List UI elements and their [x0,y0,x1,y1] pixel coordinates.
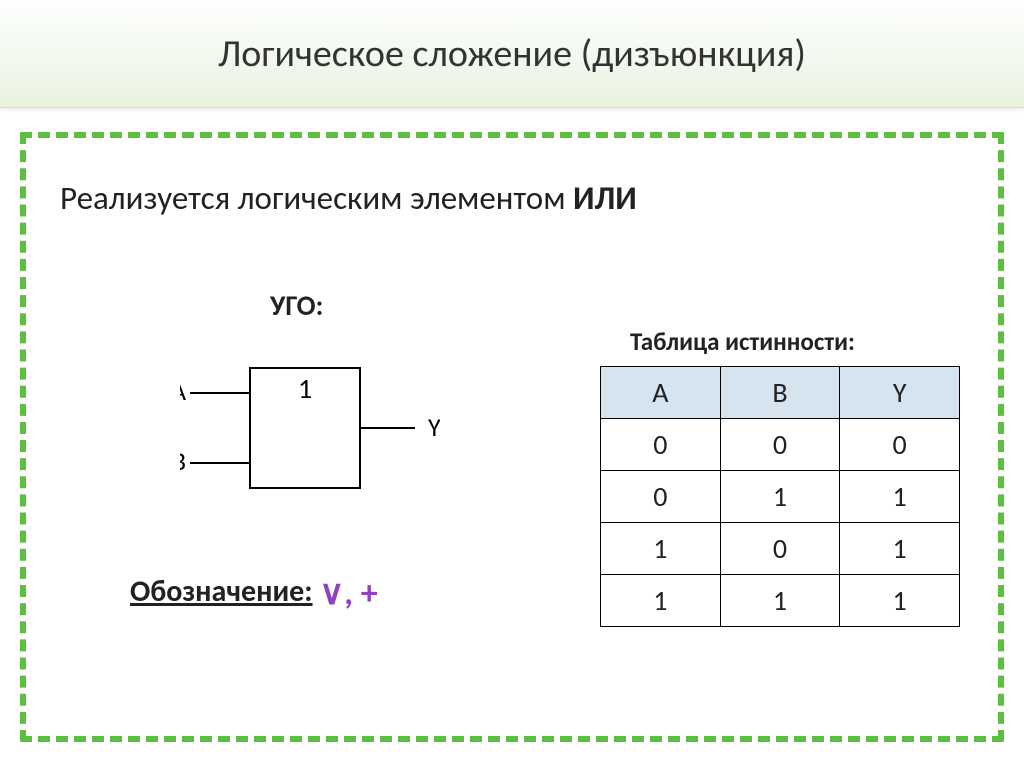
truth-table-label: Таблица истинности: [630,326,855,357]
subtitle-text: Реализуется логическим элементом ИЛИ [60,178,637,218]
gate-input-a-label: A [180,375,186,407]
gate-symbol: 1 [298,371,312,406]
gate-input-b-label: B [180,445,186,477]
content-area: Реализуется логическим элементом ИЛИ УГО… [0,108,1024,767]
slide-title: Логическое сложение (дизъюнкция) [218,31,806,77]
slide-header: Логическое сложение (дизъюнкция) [0,0,1024,108]
table-row: 1 0 1 [601,523,960,575]
col-a: A [601,367,721,419]
notation-label: Обозначение: [130,573,313,610]
subtitle-prefix: Реализуется логическим элементом [60,178,573,218]
ugo-label: УГО: [270,288,323,323]
table-header-row: A B Y [601,367,960,419]
col-b: B [720,367,840,419]
table-row: 0 1 1 [601,471,960,523]
table-row: 1 1 1 [601,575,960,627]
notation-symbols: ∨, + [319,573,377,614]
table-row: 0 0 0 [601,419,960,471]
truth-table: A B Y 0 0 0 0 1 1 1 0 1 1 1 [600,366,960,627]
or-gate-diagram: A B Y 1 [180,348,440,508]
gate-output-label: Y [428,411,440,443]
col-y: Y [840,367,960,419]
notation-line: Обозначение: ∨, + [130,573,378,614]
subtitle-bold: ИЛИ [573,178,637,218]
